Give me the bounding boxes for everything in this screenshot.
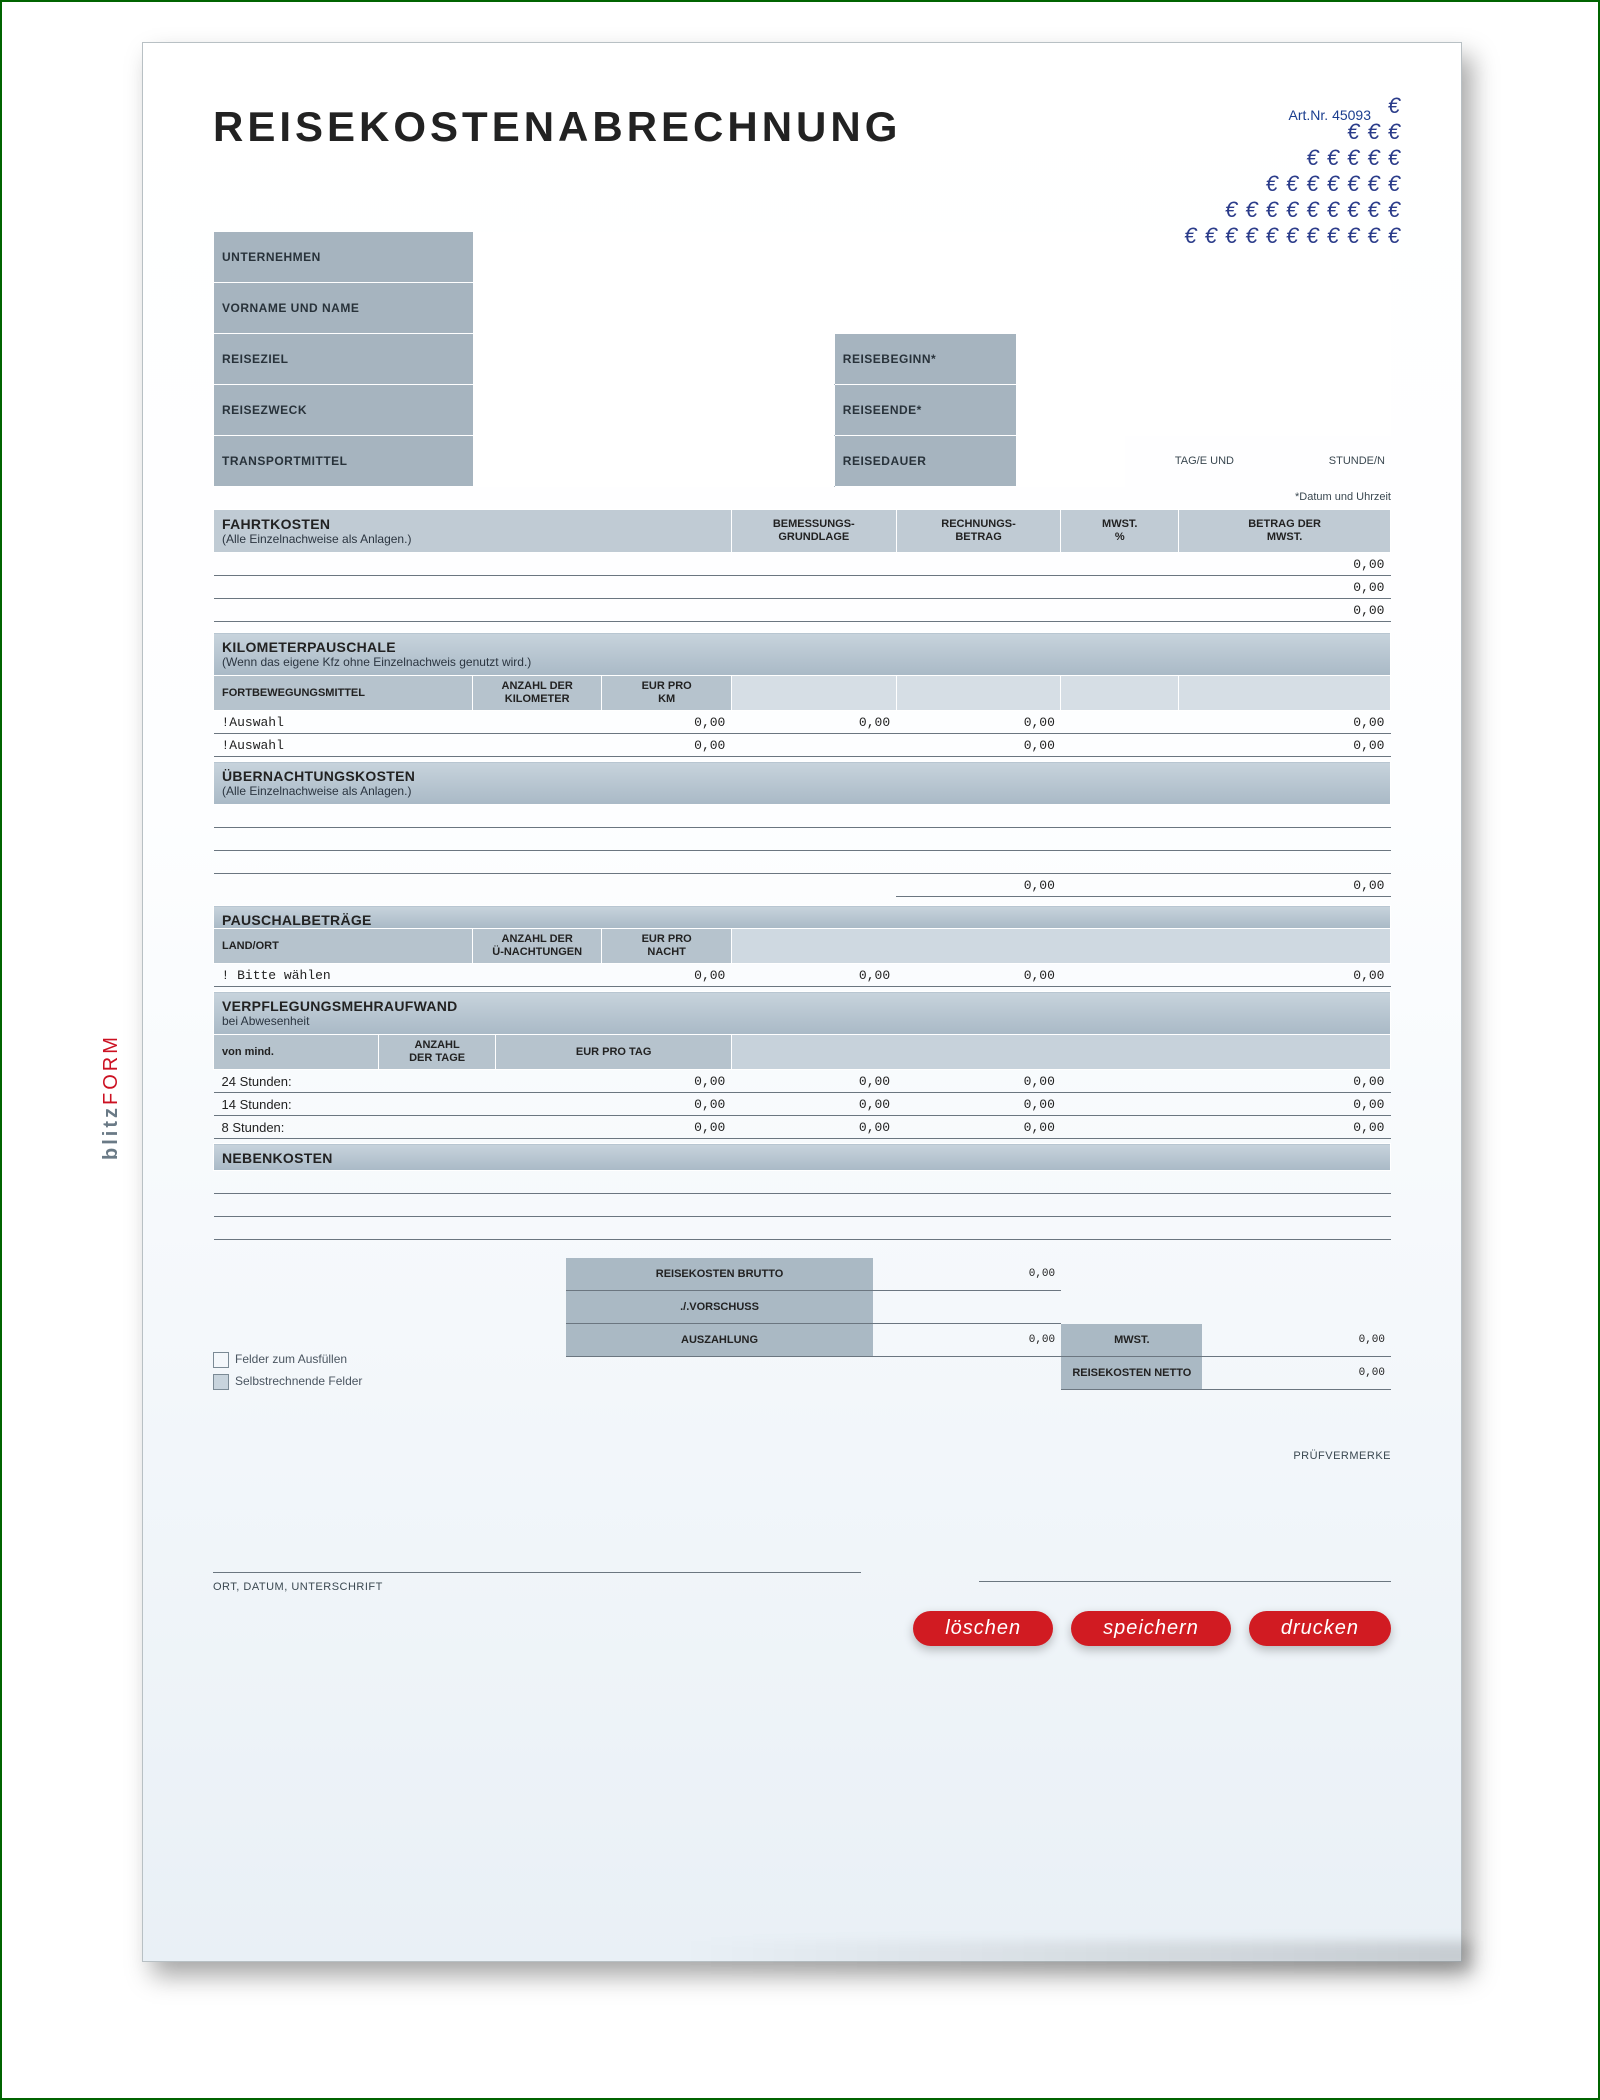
field-reiseziel[interactable] [474,334,835,385]
signature-block: PRÜFVERMERKE ORT, DATUM, UNTERSCHRIFT [213,1450,1391,1593]
table-row[interactable]: 24 Stunden:0,00 0,000,000,00 [214,1070,1391,1093]
article-number: Art.Nr. 45093 [1289,107,1372,123]
table-row[interactable] [214,828,1391,851]
legend-fill: Felder zum Ausfüllen [213,1352,560,1368]
button-bar: löschen speichern drucken [213,1611,1391,1646]
form-paper: Art.Nr. 45093 € € € € € € € € € € € € € … [142,42,1462,1962]
label-auszahlung: AUSZAHLUNG [566,1324,872,1357]
table-row[interactable] [214,851,1391,874]
label-reiseziel: REISEZIEL [214,334,474,385]
table-row[interactable]: !Auswahl 0,00 0,00 0,00 [214,734,1391,757]
col-eur-km: EUR PROKM [602,676,731,711]
col-bemessung: BEMESSUNGS-GRUNDLAGE [731,510,896,553]
field-reiseende[interactable] [1016,385,1391,436]
col-anzahl-km: ANZAHL DERKILOMETER [472,676,601,711]
label-reiseende: REISEENDE* [834,385,1016,436]
value-mwst: 0,00 [1202,1324,1391,1357]
fahrtkosten-title: FAHRTKOSTEN [214,510,731,532]
label-unternehmen: UNTERNEHMEN [214,232,474,283]
field-reisebeginn[interactable] [1016,334,1391,385]
signature-line[interactable] [213,1572,861,1575]
pauschal-table: PAUSCHALBETRÄGE LAND/ORT ANZAHL DERÜ-NAC… [213,905,1391,987]
verpfleg-table: VERPFLEGUNGSMEHRAUFWAND bei Abwesenheit … [213,991,1391,1139]
label-tage-und: TAG/E UND [1125,436,1240,487]
table-row[interactable]: ! Bitte wählen 0,00 0,00 0,00 0,00 [214,964,1391,987]
table-row[interactable]: 8 Stunden:0,00 0,000,000,00 [214,1116,1391,1139]
col-anz-nacht: ANZAHL DERÜ-NACHTUNGEN [472,929,601,964]
fahrtkosten-table: FAHRTKOSTEN (Alle Einzelnachweise als An… [213,509,1391,622]
km-table: KILOMETERPAUSCHALE (Wenn das eigene Kfz … [213,632,1391,757]
uebernacht-title: ÜBERNACHTUNGSKOSTEN [214,762,1390,784]
info-table: UNTERNEHMEN VORNAME UND NAME REISEZIEL R… [213,231,1391,487]
value-vorschuss[interactable] [873,1291,1061,1324]
table-row[interactable]: 0,00 [214,576,1391,599]
col-fortbewegung: FORTBEWEGUNGSMITTEL [214,676,473,711]
table-row[interactable]: 0,00 [214,599,1391,622]
col-land: LAND/ORT [214,929,473,964]
table-row[interactable]: 14 Stunden:0,00 0,000,000,00 [214,1093,1391,1116]
km-sub: (Wenn das eigene Kfz ohne Einzelnachweis… [214,655,1390,675]
table-row[interactable] [214,1171,1391,1194]
table-row[interactable]: 0,00 [214,553,1391,576]
label-brutto: REISEKOSTEN BRUTTO [566,1258,872,1291]
verpfleg-title: VERPFLEGUNGSMEHRAUFWAND [214,992,1390,1014]
table-row[interactable] [214,1194,1391,1217]
km-title: KILOMETERPAUSCHALE [214,633,1390,655]
table-row[interactable]: !Auswahl 0,00 0,00 0,00 0,00 [214,711,1391,734]
label-vorname-name: VORNAME UND NAME [214,283,474,334]
nebenkosten-title: NEBENKOSTEN [214,1144,1390,1166]
col-eur-nacht: EUR PRONACHT [602,929,731,964]
value-brutto: 0,00 [873,1258,1061,1291]
fahrtkosten-sub: (Alle Einzelnachweise als Anlagen.) [214,532,731,552]
col-betrag-mwst: BETRAG DERMWST. [1179,510,1391,553]
label-reisedauer: REISEDAUER [834,436,1016,487]
pruefvermerke-line[interactable] [979,1581,1391,1584]
brand-form: FORM [100,1034,122,1105]
brand-tag: blitzFORM [100,982,128,1212]
label-pruefvermerke: PRÜFVERMERKE [979,1450,1391,1462]
label-vorschuss: ./.VORSCHUSS [566,1291,872,1324]
field-tage[interactable] [1016,436,1124,487]
table-row[interactable] [214,1217,1391,1240]
label-stunden: STUNDE/N [1240,436,1391,487]
label-ort-datum: ORT, DATUM, UNTERSCHRIFT [213,1581,861,1593]
label-reisebeginn: REISEBEGINN* [834,334,1016,385]
label-transportmittel: TRANSPORTMITTEL [214,436,474,487]
page-title: REISEKOSTENABRECHNUNG [213,103,1391,151]
drucken-button[interactable]: drucken [1249,1611,1391,1646]
footnote-datum-uhrzeit: *Datum und Uhrzeit [213,487,1391,503]
value-auszahlung: 0,00 [873,1324,1061,1357]
brand-blitz: blitz [100,1105,122,1160]
legend-calc: Selbstrechnende Felder [213,1374,560,1390]
col-rechnung: RECHNUNGS-BETRAG [896,510,1061,553]
uebernacht-sub: (Alle Einzelnachweise als Anlagen.) [214,784,1390,804]
col-anz-tage: ANZAHLDER TAGE [378,1035,496,1070]
field-unternehmen[interactable] [474,232,1391,283]
speichern-button[interactable]: speichern [1071,1611,1231,1646]
uebernacht-table: ÜBERNACHTUNGSKOSTEN (Alle Einzelnachweis… [213,761,1391,897]
verpfleg-sub: bei Abwesenheit [214,1014,1390,1034]
label-reisezweck: REISEZWECK [214,385,474,436]
nebenkosten-table: NEBENKOSTEN [213,1143,1391,1240]
table-row[interactable] [214,805,1391,828]
table-row: 0,000,00 [214,874,1391,897]
field-reisezweck[interactable] [474,385,835,436]
loeschen-button[interactable]: löschen [913,1611,1053,1646]
field-vorname-name[interactable] [474,283,1391,334]
pauschal-title: PAUSCHALBETRÄGE [214,906,1390,928]
summary-block: Felder zum Ausfüllen Selbstrechnende Fel… [213,1258,1391,1390]
field-transportmittel[interactable] [474,436,835,487]
label-mwst: MWST. [1061,1324,1202,1357]
col-eur-tag: EUR PRO TAG [496,1035,731,1070]
col-mwst-pct: MWST.% [1061,510,1179,553]
col-vonmind: von mind. [214,1035,379,1070]
label-netto: REISEKOSTEN NETTO [1061,1357,1202,1390]
value-netto: 0,00 [1202,1357,1391,1390]
